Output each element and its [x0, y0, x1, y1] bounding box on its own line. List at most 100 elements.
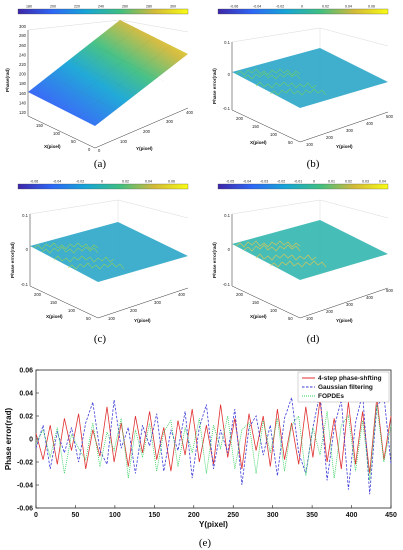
y-axis-label: Y(pixel)	[136, 146, 153, 151]
noise-surface	[232, 48, 388, 108]
y-tick: 400	[178, 292, 186, 297]
y-tick-label: -0.06	[17, 505, 33, 512]
panel-label: (a)	[94, 158, 107, 170]
z-tick: 0.1	[22, 213, 28, 218]
x-tick-label: 0	[34, 512, 38, 519]
x-tick: 200	[236, 292, 244, 297]
x-tick-label: 350	[306, 512, 318, 519]
y-tick: 100	[120, 139, 128, 144]
x-tick: 50	[288, 140, 293, 145]
x-tick: 100	[68, 308, 76, 313]
y-tick: 100	[108, 316, 116, 321]
x-tick: 150	[252, 300, 260, 305]
legend-label: 4-step phase-shfting	[318, 375, 382, 382]
z-tick: -0.1	[223, 106, 231, 111]
series-line-3	[35, 404, 392, 481]
z-ticks: -0.1 0 0.1	[223, 40, 231, 111]
y-tick: 500	[386, 114, 394, 119]
panel-e: -0.06 -0.04 -0.02 0 0.02 0.04 0.06 0 50 100 150 20…	[4, 367, 397, 549]
legend-label: FOPDEs	[318, 393, 344, 400]
x-ticks: 150 100 50 0	[36, 123, 91, 152]
colorbar	[217, 8, 389, 15]
y-axis-label: Y(pixel)	[336, 318, 353, 323]
y-tick: 300	[346, 128, 354, 133]
colorbar-tick: -0.04	[53, 180, 61, 184]
x-tick: 200	[34, 292, 42, 297]
y-tick: 500	[386, 288, 394, 293]
x-tick: 50	[288, 316, 293, 321]
axes	[27, 30, 189, 149]
colorbar-ticks: 180 200 220 240 260 280 300	[26, 5, 176, 9]
y-tick-label: -0.02	[17, 459, 33, 466]
x-tick: 100	[270, 132, 278, 137]
series-lines	[35, 392, 392, 495]
colorbar-tick: -0.06	[30, 180, 38, 184]
y-tick: 300	[346, 302, 354, 307]
panel-d: -0.05 -0.04 -0.03 -0.02 -0.01 0 0.01 0.0…	[212, 180, 394, 346]
z-tick: 140	[19, 100, 27, 105]
z-tick: 260	[19, 43, 27, 48]
noise-texture	[235, 240, 327, 268]
y-tick: 100	[306, 316, 314, 321]
colorbar-tick: 0	[313, 180, 315, 184]
z-tick: 240	[19, 52, 27, 57]
x-tick-label: 50	[72, 512, 80, 519]
z-tick: 200	[19, 72, 27, 77]
series-line-2	[35, 392, 392, 495]
x-axis-label: X(pixel)	[46, 314, 63, 319]
z-tick: 180	[19, 81, 27, 86]
colorbar-tick: 180	[26, 5, 32, 9]
y-ticks: 0 100 200 300 400	[98, 110, 194, 153]
x-ticks: 200 150 100 50	[236, 292, 293, 321]
z-tick: -0.1	[223, 282, 231, 287]
colorbar-tick: -0.02	[277, 180, 285, 184]
panel-b: -0.06 -0.04 -0.02 0 0.02 0.04 0.06 -0.1 …	[212, 5, 394, 171]
colorbar-tick: 0.02	[345, 180, 352, 184]
z-axis-label: Phase error(rad)	[10, 242, 15, 278]
x-axis-label: Y(pixel)	[199, 520, 228, 529]
y-tick-label: 0.02	[19, 413, 33, 420]
noise-surface	[232, 220, 388, 280]
noise-surface	[30, 222, 188, 282]
colorbar-tick: -0.05	[226, 180, 234, 184]
panel-label: (c)	[94, 333, 107, 345]
colorbar-tick: -0.02	[76, 180, 84, 184]
colorbar-tick: 0.06	[368, 5, 375, 9]
y-tick-label: 0.04	[19, 390, 33, 397]
colorbar-tick: -0.06	[230, 5, 238, 9]
x-tick: 150	[36, 123, 44, 128]
y-tick: 300	[154, 300, 162, 305]
colorbar-tick: 0.02	[122, 180, 129, 184]
panel-label: (b)	[307, 158, 320, 170]
z-tick: 160	[19, 91, 27, 96]
z-tick: 0	[228, 72, 231, 77]
y-axis-label: Phase error(rad)	[4, 408, 13, 471]
x-axis-label: X(pixel)	[250, 140, 267, 145]
y-ticks: 100 200 300 400 500	[306, 288, 394, 321]
y-tick: 100	[306, 142, 314, 147]
y-axis-label: Y(pixel)	[336, 144, 353, 149]
x-tick-label: 450	[385, 512, 397, 519]
y-tick: 400	[366, 295, 374, 300]
x-tick-label: 150	[148, 512, 160, 519]
x-ticks: 200 150 100 50	[236, 116, 293, 145]
axes	[231, 42, 389, 143]
colorbar-tick: 0	[101, 180, 103, 184]
series-line-1	[35, 397, 392, 474]
colorbar	[17, 183, 189, 190]
colorbar-tick: 0.04	[145, 180, 152, 184]
z-tick: 0.1	[224, 40, 230, 45]
z-tick: 300	[19, 24, 27, 29]
x-tick: 150	[50, 300, 58, 305]
y-tick: 200	[326, 135, 334, 140]
z-axis-label: Phase error(rad)	[212, 242, 217, 278]
x-tick-label: 200	[188, 512, 200, 519]
x-tick: 50	[71, 139, 76, 144]
colorbar-tick: 260	[122, 5, 128, 9]
colorbar-ticks: -0.05 -0.04 -0.03 -0.02 -0.01 0 0.01 0.0…	[226, 180, 386, 184]
colorbar-tick: 0.04	[379, 180, 386, 184]
legend: 4-step phase-shfting Gaussian filtering …	[297, 371, 390, 403]
x-tick: 150	[252, 124, 260, 129]
x-tick: 100	[270, 308, 278, 313]
